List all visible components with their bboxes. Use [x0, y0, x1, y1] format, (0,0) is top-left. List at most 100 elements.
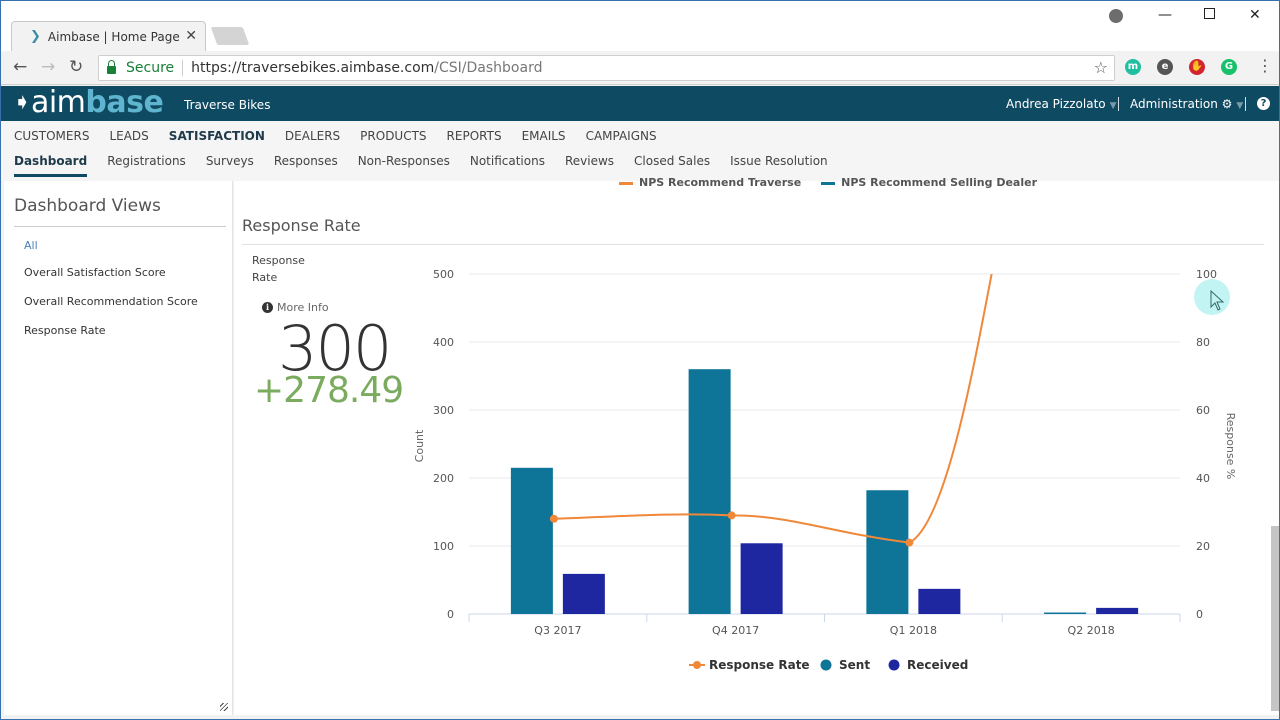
tab-issue-resolution[interactable]: Issue Resolution: [730, 154, 828, 168]
legend-nps-selling-dealer[interactable]: NPS Recommend Selling Dealer: [821, 176, 1037, 189]
nav-emails[interactable]: EMAILS: [521, 129, 566, 143]
bar-sent[interactable]: [688, 369, 731, 614]
resize-handle[interactable]: [220, 703, 228, 711]
section-title: Response Rate: [242, 216, 361, 235]
x-tick-label: Q1 2018: [890, 624, 937, 637]
tab-notifications[interactable]: Notifications: [469, 154, 545, 168]
user-menu[interactable]: Andrea Pizzolato ▼: [1006, 97, 1117, 111]
response-rate-point[interactable]: [727, 511, 736, 520]
evernote-icon[interactable]: e: [1157, 59, 1173, 75]
nav-products[interactable]: PRODUCTS: [360, 129, 427, 143]
y2-tick-label: 60: [1196, 404, 1210, 417]
previous-chart-legend: NPS Recommend Traverse NPS Recommend Sel…: [619, 176, 1037, 189]
adblock-icon[interactable]: ✋: [1189, 59, 1205, 75]
help-icon[interactable]: ?: [1257, 97, 1270, 110]
legend-label: NPS Recommend Selling Dealer: [841, 176, 1038, 189]
mouse-cursor-icon: [1210, 289, 1225, 311]
nav-satisfaction[interactable]: SATISFACTION: [168, 129, 265, 143]
legend-sent[interactable]: Sent: [839, 658, 870, 672]
bookmark-star-icon[interactable]: ☆: [1093, 58, 1108, 77]
bar-sent[interactable]: [866, 490, 909, 614]
divider: [242, 244, 1264, 245]
y2-tick-label: 20: [1196, 540, 1210, 553]
legend-response-rate[interactable]: Response Rate: [709, 658, 810, 672]
browser-toolbar: ← → ↻ Secure https://traversebikes.aimba…: [1, 51, 1279, 85]
administration-menu[interactable]: Administration ⚙ ▼: [1130, 97, 1243, 111]
nav-campaigns[interactable]: CAMPAIGNS: [585, 129, 657, 143]
view-overall-satisfaction-score[interactable]: Overall Satisfaction Score: [24, 266, 166, 279]
browser-tab[interactable]: ❯ Aimbase | Home Page ✕: [11, 21, 206, 51]
tab-title: Aimbase | Home Page: [47, 29, 180, 44]
nav-reports[interactable]: REPORTS: [446, 129, 502, 143]
dashboard-content: NPS Recommend Traverse NPS Recommend Sel…: [234, 176, 1279, 715]
secondary-nav: Dashboard Registrations Surveys Response…: [14, 154, 828, 177]
profile-icon[interactable]: [1109, 9, 1123, 23]
tab-responses[interactable]: Responses: [273, 154, 338, 168]
panel-title: Dashboard Views: [14, 196, 161, 216]
close-tab-icon[interactable]: ✕: [185, 28, 197, 44]
primary-nav: CUSTOMERS LEADS SATISFACTION DEALERS PRO…: [14, 129, 657, 143]
minimize-icon[interactable]: —: [1158, 7, 1172, 23]
legend-marker-icon: [820, 659, 832, 671]
bar-received[interactable]: [1096, 607, 1139, 614]
logo-base: base: [85, 85, 164, 120]
nav-dealers[interactable]: DEALERS: [284, 129, 341, 143]
tab-registrations[interactable]: Registrations: [107, 154, 186, 168]
url-host: https://traversebikes.aimbase.com: [191, 60, 435, 76]
kpi-value: 300: [278, 312, 392, 385]
dashboard-views-panel: Dashboard Views All Overall Satisfaction…: [4, 181, 233, 715]
gear-icon: ⚙: [1221, 97, 1233, 111]
legend-marker-icon: [888, 659, 900, 671]
reload-icon[interactable]: ↻: [69, 57, 84, 77]
y2-tick-label: 0: [1196, 608, 1203, 621]
extension-m-icon[interactable]: m: [1125, 59, 1141, 75]
grammarly-icon[interactable]: G: [1221, 59, 1237, 75]
more-info-link[interactable]: i More Info: [262, 301, 329, 314]
tab-surveys[interactable]: Surveys: [205, 154, 254, 168]
back-icon[interactable]: ←: [13, 57, 28, 77]
response-rate-point[interactable]: [549, 514, 558, 523]
view-overall-recommendation-score[interactable]: Overall Recommendation Score: [24, 295, 198, 308]
view-response-rate[interactable]: Response Rate: [24, 324, 106, 337]
forward-icon[interactable]: →: [41, 57, 56, 77]
divider: [1118, 97, 1119, 111]
response-rate-point[interactable]: [905, 538, 914, 547]
tab-closed-sales[interactable]: Closed Sales: [634, 154, 711, 168]
chrome-menu-icon[interactable]: ⋮: [1257, 56, 1273, 75]
bar-sent[interactable]: [1044, 612, 1087, 615]
info-icon: i: [262, 302, 273, 313]
tab-non-responses[interactable]: Non-Responses: [357, 154, 450, 168]
secure-label: Secure: [126, 60, 175, 76]
aimbase-logo[interactable]: ➧aimbase: [13, 85, 164, 121]
nav-leads[interactable]: LEADS: [109, 129, 149, 143]
bar-sent[interactable]: [510, 467, 553, 614]
cursor-highlight: [1194, 279, 1230, 315]
x-tick-label: Q2 2018: [1068, 624, 1115, 637]
y2-axis-title: Response %: [1224, 413, 1237, 480]
divider: [1245, 97, 1246, 111]
y2-tick-label: 100: [1196, 268, 1217, 281]
x-tick-label: Q3 2017: [534, 624, 581, 637]
close-window-icon[interactable]: ✕: [1249, 7, 1261, 23]
legend-label: NPS Recommend Traverse: [639, 176, 802, 189]
divider: [14, 226, 226, 227]
chevron-down-icon: ▼: [1236, 101, 1244, 111]
tab-dashboard[interactable]: Dashboard: [14, 154, 88, 177]
maximize-icon[interactable]: [1204, 8, 1215, 19]
tab-reviews[interactable]: Reviews: [564, 154, 615, 168]
bar-received[interactable]: [918, 588, 961, 614]
response-rate-line[interactable]: [553, 234, 1000, 544]
legend-received[interactable]: Received: [907, 658, 968, 672]
nav-customers[interactable]: CUSTOMERS: [14, 129, 90, 143]
new-tab-button[interactable]: [210, 27, 250, 45]
kpi-label: Response Rate: [252, 254, 305, 284]
bar-received[interactable]: [562, 573, 605, 614]
view-all[interactable]: All: [24, 239, 38, 252]
address-bar[interactable]: Secure https://traversebikes.aimbase.com…: [98, 55, 1115, 81]
response-rate-chart: 0 100 200 300 400 500 0 20 40 60 80 100 Count Respons…: [413, 234, 1237, 672]
legend-nps-traverse[interactable]: NPS Recommend Traverse: [619, 176, 801, 189]
bar-received[interactable]: [740, 543, 783, 614]
scrollbar[interactable]: [1271, 526, 1279, 711]
x-tick-label: Q4 2017: [712, 624, 759, 637]
